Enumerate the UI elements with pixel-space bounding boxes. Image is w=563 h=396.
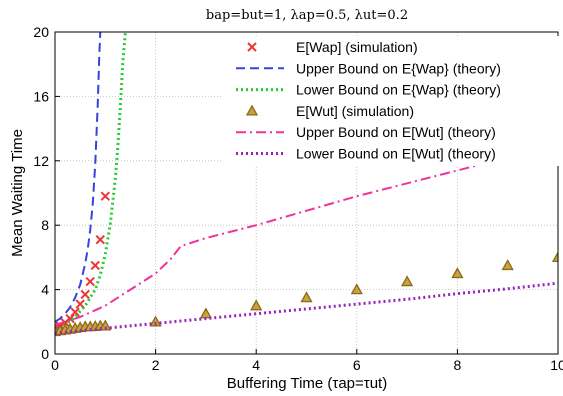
series-line	[55, 281, 558, 335]
x-marker-point	[80, 289, 90, 300]
y-tick-label: 4	[41, 282, 49, 298]
x-tick-label: 4	[252, 357, 260, 373]
legend-entry: Lower Bound on E{Wap} (theory)	[296, 82, 501, 98]
triangle-marker-point	[350, 283, 363, 295]
series-4	[55, 251, 558, 337]
legend-entry: Upper Bound on E{Wap} (theory)	[296, 60, 501, 76]
series-2	[55, 32, 102, 323]
series-1	[55, 191, 111, 333]
series-line	[55, 32, 102, 323]
x-marker-point	[100, 191, 111, 201]
x-tick-label: 8	[454, 357, 462, 373]
x-tick-label: 10	[550, 357, 563, 373]
triangle-marker-point	[501, 259, 514, 271]
series-line	[55, 32, 127, 332]
y-ticks: 0 4 8 12 16 20	[33, 24, 60, 362]
legend-entry: E[Wut] (simulation)	[296, 103, 414, 119]
x-axis-label: Buffering Time (τap=τut)	[227, 375, 387, 392]
y-tick-label: 8	[41, 217, 49, 233]
x-tick-label: 0	[51, 357, 59, 373]
series-5	[55, 143, 558, 326]
plot-series	[55, 32, 558, 337]
y-tick-label: 16	[33, 88, 49, 104]
triangle-marker-point	[149, 315, 162, 327]
triangle-marker-point	[199, 307, 213, 319]
x-marker-point	[95, 234, 105, 245]
x-ticks: 0 2 4 6 8 10	[51, 349, 563, 373]
triangle-marker-point	[300, 291, 313, 303]
x-tick-label: 2	[152, 357, 160, 373]
legend-marker	[247, 42, 257, 52]
x-marker-point	[70, 307, 80, 317]
x-tick-label: 6	[353, 357, 361, 373]
x-marker-point	[90, 260, 100, 271]
y-axis-label: Mean Waiting Time	[9, 129, 26, 257]
series-6	[55, 281, 558, 335]
legend: E[Wap] (simulation) Upper Bound on E{Wap}…	[221, 36, 559, 166]
legend-marker	[245, 104, 259, 116]
legend-entry: Lower Bound on E[Wut] (theory)	[296, 146, 496, 162]
triangle-marker-point	[551, 251, 558, 263]
series-3	[55, 32, 127, 332]
x-marker-point	[85, 276, 95, 287]
chart-title: bap=but=1, λap=0.5, λut=0.2	[206, 8, 408, 23]
triangle-marker-point	[250, 299, 263, 311]
triangle-marker-point	[400, 275, 414, 287]
y-tick-label: 0	[41, 346, 49, 362]
triangle-marker-point	[99, 319, 112, 331]
triangle-marker-point	[451, 267, 464, 279]
plot-frame	[54, 31, 559, 355]
legend-box	[221, 36, 559, 166]
y-tick-label: 20	[33, 24, 49, 40]
legend-entry: E[Wap] (simulation)	[296, 39, 418, 55]
legend-entry: Upper Bound on E[Wut] (theory)	[296, 124, 496, 140]
series-line	[55, 143, 558, 326]
y-tick-label: 12	[33, 153, 49, 169]
